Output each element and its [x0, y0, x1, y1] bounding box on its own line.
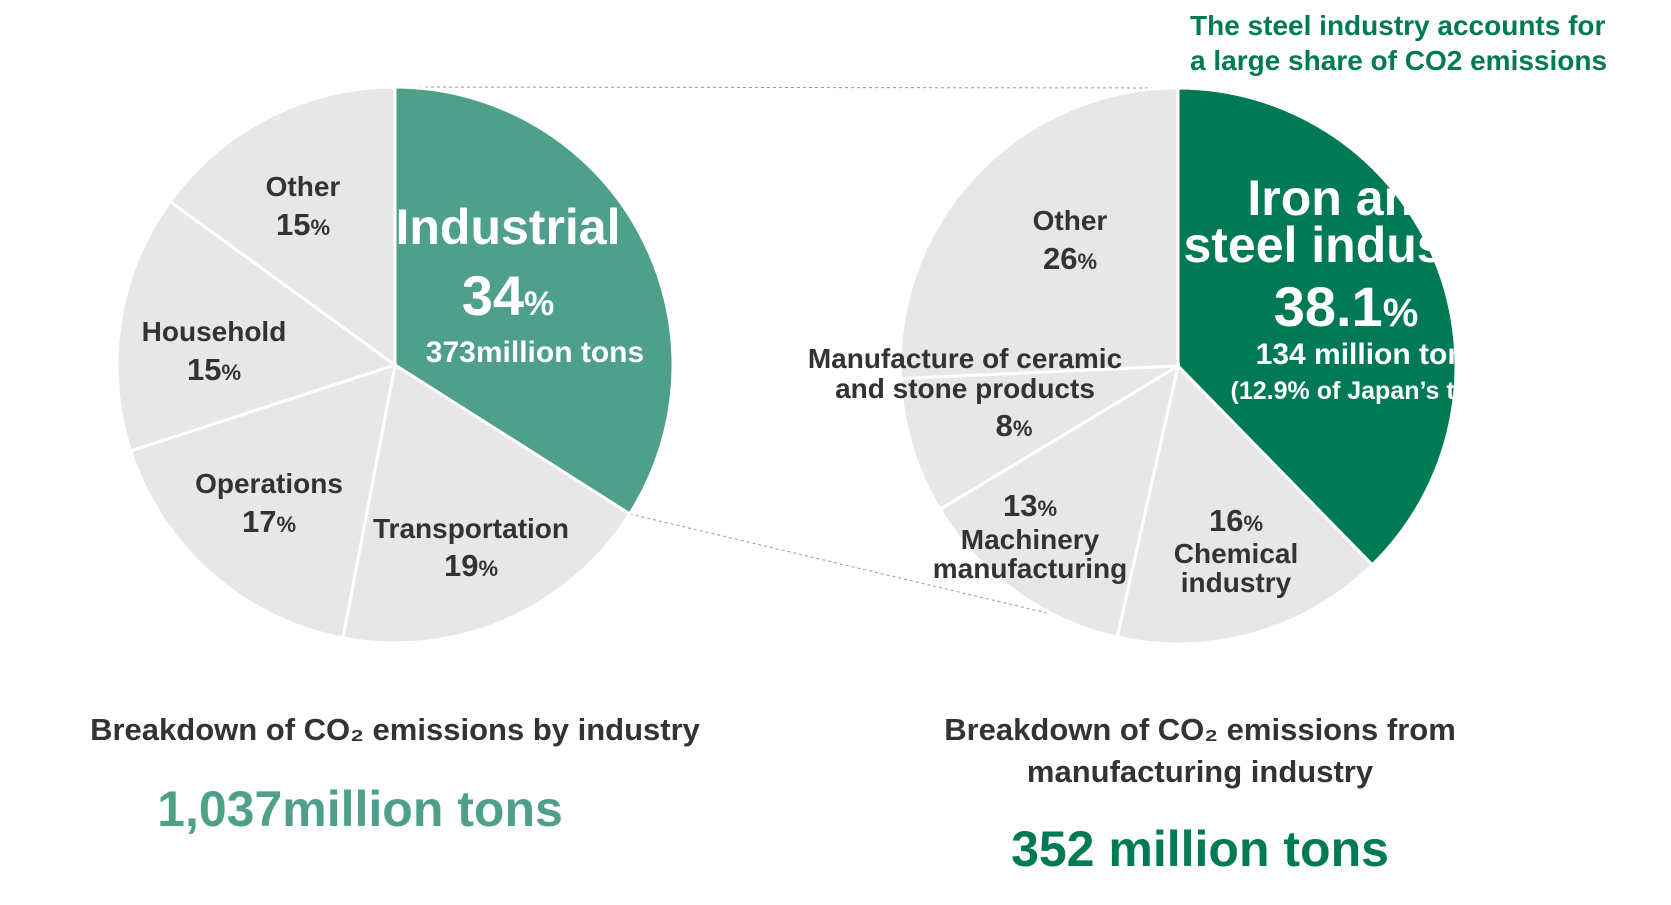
annotation-note-line1: The steel industry accounts for — [1190, 10, 1606, 41]
pie-chart-by-industry: Industrial 34% 373million tons Transportati… — [115, 85, 675, 645]
slice-label-ceramic-line2: and stone products — [835, 373, 1095, 404]
slice-value-other-right: 26% — [1043, 241, 1097, 276]
slice-value-ceramic: 8% — [996, 408, 1033, 443]
pie-slice-machinery-manufacturing — [937, 362, 1181, 640]
slice-label-ceramic-line1: Manufacture of ceramic — [808, 343, 1122, 374]
slice-value-industrial: 34% — [462, 264, 555, 327]
slice-value-machinery: 13% — [1003, 488, 1057, 523]
pie-slice-industrial — [393, 85, 675, 517]
slice-label-industrial: Industrial — [395, 199, 620, 255]
connector-line-top — [394, 86, 1179, 89]
slice-label-transportation: Transportation — [373, 513, 569, 544]
slice-value-transportation: 19% — [444, 548, 498, 583]
annotation-note-line2: a large share of CO2 emissions — [1190, 45, 1608, 76]
pie-slice-chemical-industry — [1115, 362, 1375, 646]
slice-label-machinery-line1: Machinery — [961, 524, 1100, 555]
annotation-note: The steel industry accounts for a large … — [1190, 8, 1650, 78]
slice-label-other: Other — [266, 171, 341, 202]
slice-value-other: 15% — [276, 207, 330, 242]
slice-label-steel-line2: steel industry — [1183, 217, 1508, 273]
pie-slice-manufacture-of-ceramic-and-stone-products — [898, 364, 1179, 512]
left-chart-total: 1,037million tons — [157, 781, 563, 837]
slice-label-machinery-line2: manufacturing — [933, 553, 1127, 584]
slice-sub-steel: 134 million tons — [1256, 338, 1483, 371]
pie-slice-transportation — [341, 362, 632, 645]
pie-slice-operations — [128, 362, 397, 640]
slice-label-steel-line1: Iron and — [1247, 170, 1444, 226]
pie-slice-other — [167, 85, 397, 368]
slice-sub-industrial: 373million tons — [426, 336, 644, 369]
slice-value-chemical: 16% — [1209, 503, 1263, 538]
slice-value-steel: 38.1% — [1274, 275, 1419, 338]
slice-label-other-right: Other — [1033, 205, 1108, 236]
slice-label-household: Household — [142, 316, 287, 347]
slice-value-household: 15% — [187, 352, 241, 387]
slice-value-operations: 17% — [242, 504, 296, 539]
slice-label-chemical-line1: Chemical — [1174, 538, 1299, 569]
pie-slice-iron-and-steel-industry — [1176, 86, 1458, 567]
slice-label-chemical-line2: industry — [1181, 567, 1292, 598]
slice-label-operations: Operations — [195, 468, 343, 499]
left-chart-title: Breakdown of CO₂ emissions by industry — [90, 712, 700, 747]
pie-slice-household — [115, 199, 399, 453]
right-chart-total: 352 million tons — [1011, 821, 1389, 877]
slice-sub2-steel: (12.9% of Japan’s total) — [1231, 377, 1508, 405]
pie-slice-other — [898, 86, 1180, 381]
right-chart-title-line1: Breakdown of CO₂ emissions from — [944, 712, 1456, 747]
right-chart-title-line2: manufacturing industry — [1026, 754, 1374, 789]
